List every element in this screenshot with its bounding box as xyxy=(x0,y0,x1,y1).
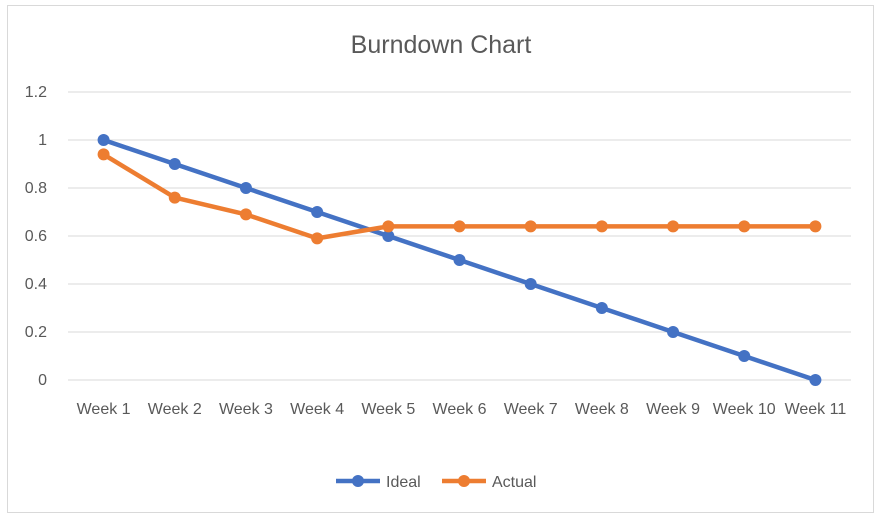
x-tick-label: Week 7 xyxy=(504,401,558,418)
data-point xyxy=(595,302,608,314)
y-axis-ticks: 0 0.2 0.4 0.6 0.8 1 1.2 xyxy=(25,84,47,389)
gridlines xyxy=(68,91,851,381)
data-point xyxy=(738,350,751,362)
data-point xyxy=(382,230,395,242)
x-axis-ticks: Week 1 Week 2 Week 3 Week 4 Week 5 Week 6 Week… xyxy=(77,401,847,418)
x-tick-label: Week 2 xyxy=(148,401,202,418)
data-point xyxy=(311,206,324,218)
y-tick-label: 0 xyxy=(38,372,47,389)
data-point xyxy=(524,278,537,290)
legend-label: Actual xyxy=(492,474,536,491)
data-point xyxy=(97,148,110,161)
legend-item-ideal: Ideal xyxy=(336,474,421,491)
data-point xyxy=(239,182,252,194)
legend-marker xyxy=(458,475,470,487)
data-point xyxy=(595,220,608,233)
data-point xyxy=(453,254,466,266)
y-tick-label: 1 xyxy=(38,132,47,149)
series-actual xyxy=(97,148,822,245)
x-tick-label: Week 8 xyxy=(575,401,629,418)
legend-label: Ideal xyxy=(386,474,421,491)
data-point xyxy=(311,232,324,245)
legend: Ideal Actual xyxy=(336,474,536,491)
chart-title: Burndown Chart xyxy=(351,31,532,59)
y-tick-label: 1.2 xyxy=(25,84,47,101)
y-tick-label: 0.6 xyxy=(25,228,47,245)
data-point xyxy=(168,191,181,204)
y-tick-label: 0.4 xyxy=(25,276,47,293)
data-point xyxy=(382,220,395,233)
x-tick-label: Week 10 xyxy=(713,401,776,418)
data-point xyxy=(453,220,466,233)
series-group xyxy=(97,134,822,386)
data-point xyxy=(97,134,110,146)
x-tick-label: Week 4 xyxy=(290,401,344,418)
x-tick-label: Week 5 xyxy=(361,401,415,418)
data-point xyxy=(809,220,822,233)
series-ideal xyxy=(97,134,822,386)
y-tick-label: 0.2 xyxy=(25,324,47,341)
legend-item-actual: Actual xyxy=(442,474,536,491)
data-point xyxy=(239,208,252,221)
data-point xyxy=(168,158,181,170)
x-tick-label: Week 11 xyxy=(785,401,847,418)
x-tick-label: Week 6 xyxy=(433,401,487,418)
data-point xyxy=(809,374,822,386)
data-point xyxy=(738,220,751,233)
data-point xyxy=(667,220,680,233)
x-tick-label: Week 3 xyxy=(219,401,273,418)
y-tick-label: 0.8 xyxy=(25,180,47,197)
x-tick-label: Week 1 xyxy=(77,401,131,418)
chart-container xyxy=(7,5,874,513)
data-point xyxy=(667,326,680,338)
data-point xyxy=(524,220,537,233)
x-tick-label: Week 9 xyxy=(646,401,700,418)
legend-marker xyxy=(352,475,364,487)
